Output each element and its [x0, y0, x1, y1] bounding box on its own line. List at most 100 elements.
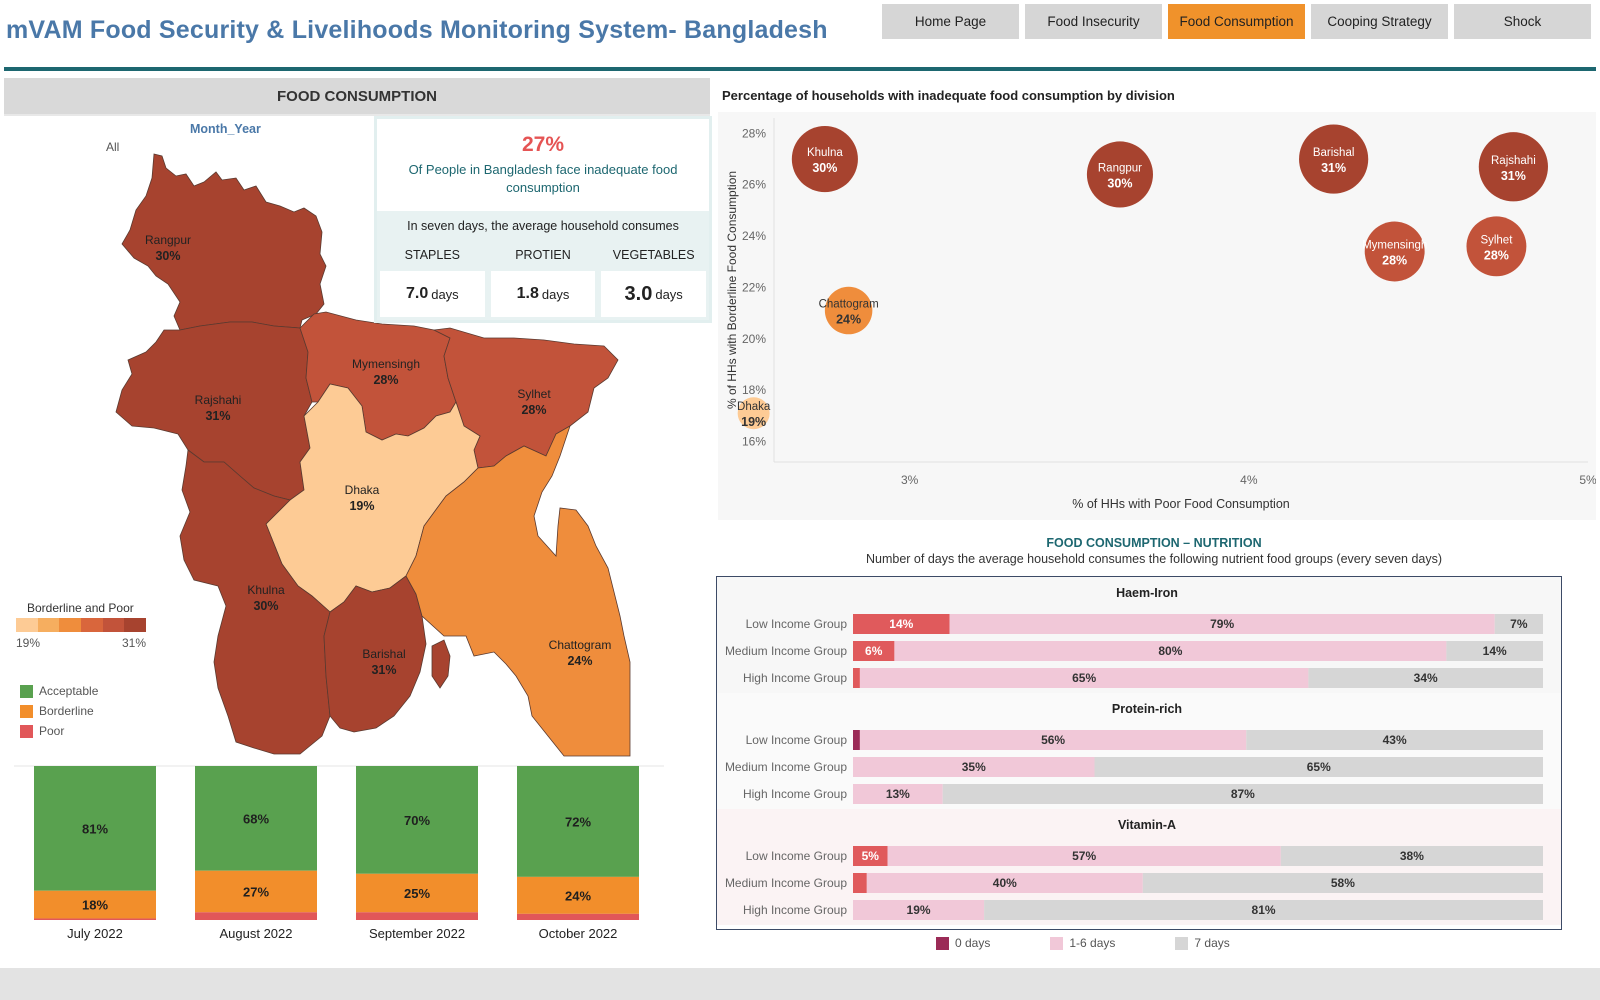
y-tick-label: 26% — [742, 178, 766, 192]
color-scale-step — [81, 618, 103, 632]
bar-segment[interactable] — [887, 846, 1281, 866]
map-color-scale — [16, 618, 147, 632]
map-label-sylhet: Sylhet 28% — [517, 387, 551, 417]
bar-data-label: 24% — [565, 888, 591, 903]
nav-home-page[interactable]: Home Page — [882, 4, 1019, 39]
kpi-inadequate-desc: Of People in Bangladesh face inadequate … — [408, 162, 678, 195]
map-label-rajshahi: Rajshahi 31% — [194, 393, 242, 423]
bar-data-label: 81% — [82, 821, 108, 836]
map-island-bhola[interactable] — [431, 639, 451, 689]
nutrition-chart-frame: Haem-Iron Low Income Group 14% 79% 7% Medium … — [716, 576, 1562, 930]
nutrition-stacked-bar-chart[interactable]: Haem-Iron Low Income Group 14% 79% 7% Medium … — [717, 577, 1561, 929]
bar-segment[interactable] — [894, 641, 1447, 661]
bar-segment[interactable] — [1094, 757, 1544, 777]
nav-food-insecurity[interactable]: Food Insecurity — [1025, 4, 1162, 39]
bar-segment[interactable] — [1494, 614, 1543, 634]
bar-segment[interactable] — [866, 873, 1143, 893]
bubble-value-label: 28% — [1382, 253, 1407, 267]
y-tick-label: 28% — [742, 126, 766, 140]
group-title: Haem-Iron — [1116, 586, 1178, 600]
bar-data-label: 14% — [1483, 644, 1507, 658]
bar-segment-poor[interactable] — [517, 913, 639, 920]
group-title: Protein-rich — [1112, 702, 1182, 716]
bubble-barishal[interactable] — [1299, 124, 1369, 194]
legend-swatch — [1175, 936, 1189, 950]
map-region-chattogram[interactable] — [405, 425, 631, 757]
bar-segment[interactable] — [942, 784, 1543, 804]
bar-data-label: 87% — [1231, 787, 1255, 801]
bubble-rangpur[interactable] — [1086, 141, 1153, 208]
bangladesh-division-map[interactable] — [4, 116, 710, 766]
bar-segment-poor[interactable] — [34, 918, 156, 920]
legend-item-borderline[interactable]: Borderline — [20, 701, 98, 721]
bar-segment-acceptable[interactable] — [195, 766, 317, 871]
legend-swatch — [20, 724, 33, 738]
legend-item-0-days[interactable]: 0 days — [936, 936, 990, 950]
bubble-value-label: 24% — [836, 313, 861, 327]
bubble-chart-title: Percentage of households with inadequate… — [722, 88, 1175, 103]
bar-segment[interactable] — [984, 900, 1543, 920]
map-region-rangpur[interactable] — [121, 153, 327, 331]
bubble-khulna[interactable] — [791, 126, 858, 193]
panel-title: FOOD CONSUMPTION — [4, 78, 710, 114]
bar-data-label: 58% — [1331, 876, 1355, 890]
nav-shock[interactable]: Shock — [1454, 4, 1591, 39]
legend-swatch — [20, 684, 33, 698]
division-bubble-chart[interactable]: 16% 18% 20% 22% 24% 26% 28% 3% 4% 5% % of HHs with… — [718, 112, 1597, 520]
nav-cooping-strategy[interactable]: Cooping Strategy — [1311, 4, 1448, 39]
bar-segment-poor[interactable] — [356, 912, 478, 920]
bar-data-label: 57% — [1072, 849, 1096, 863]
bar-segment-borderline[interactable] — [195, 870, 317, 913]
nav-food-consumption[interactable]: Food Consumption — [1168, 4, 1305, 39]
nutrition-subtitle: Number of days the average household con… — [865, 552, 1443, 566]
bubble-sylhet[interactable] — [1466, 216, 1527, 277]
bar-segment-poor[interactable] — [195, 912, 317, 920]
bar-segment[interactable] — [853, 873, 867, 893]
legend-item-7-days[interactable]: 7 days — [1175, 936, 1230, 950]
filter-month-year-value[interactable]: All — [106, 140, 120, 154]
bar-segment-borderline[interactable] — [356, 873, 478, 913]
bar-segment[interactable] — [853, 614, 950, 634]
legend-item-poor[interactable]: Poor — [20, 721, 98, 741]
bar-segment[interactable] — [853, 668, 860, 688]
bubble-name-label: Rangpur — [1098, 162, 1142, 174]
map-label-dhaka: Dhaka 19% — [344, 483, 380, 513]
legend-item-1-6-days[interactable]: 1-6 days — [1050, 936, 1115, 950]
bar-segment[interactable] — [1446, 641, 1543, 661]
bubble-name-label: Chattogram — [819, 299, 879, 311]
bubble-chattogram[interactable] — [824, 286, 873, 335]
color-scale-step — [37, 618, 60, 632]
bar-segment[interactable] — [853, 784, 943, 804]
bar-segment[interactable] — [859, 730, 1247, 750]
bar-segment[interactable] — [859, 668, 1309, 688]
bar-segment-acceptable[interactable] — [517, 766, 639, 877]
bar-segment-acceptable[interactable] — [356, 766, 478, 874]
bar-segment[interactable] — [853, 900, 985, 920]
bar-segment[interactable] — [1280, 846, 1543, 866]
row-label: High Income Group — [743, 671, 847, 685]
bar-segment[interactable] — [1142, 873, 1543, 893]
bar-data-label: 7% — [1510, 617, 1528, 631]
bar-data-label: 14% — [889, 617, 913, 631]
bar-segment-borderline[interactable] — [517, 876, 639, 914]
map-region-khulna[interactable] — [179, 449, 331, 755]
bar-segment[interactable] — [853, 757, 1095, 777]
bar-segment[interactable] — [853, 641, 895, 661]
bar-segment[interactable] — [853, 846, 888, 866]
bar-segment[interactable] — [949, 614, 1495, 634]
filter-month-year-label: Month_Year — [190, 122, 261, 136]
bar-segment-acceptable[interactable] — [34, 766, 156, 891]
legend-item-acceptable[interactable]: Acceptable — [20, 681, 98, 701]
nutrition-title: FOOD CONSUMPTION – NUTRITION — [1046, 536, 1262, 550]
bar-segment[interactable] — [853, 730, 860, 750]
bubble-mymensingh[interactable] — [1364, 221, 1425, 282]
bar-segment-borderline[interactable] — [34, 890, 156, 919]
bar-data-label: 40% — [993, 876, 1017, 890]
bar-segment[interactable] — [1308, 668, 1543, 688]
bubble-rajshahi[interactable] — [1478, 132, 1548, 202]
bar-segment[interactable] — [1246, 730, 1543, 750]
bar-data-label: 43% — [1383, 733, 1407, 747]
map-region-barishal[interactable] — [323, 575, 427, 733]
bubble-dhaka[interactable] — [737, 397, 770, 430]
bar-data-label: 34% — [1414, 671, 1438, 685]
